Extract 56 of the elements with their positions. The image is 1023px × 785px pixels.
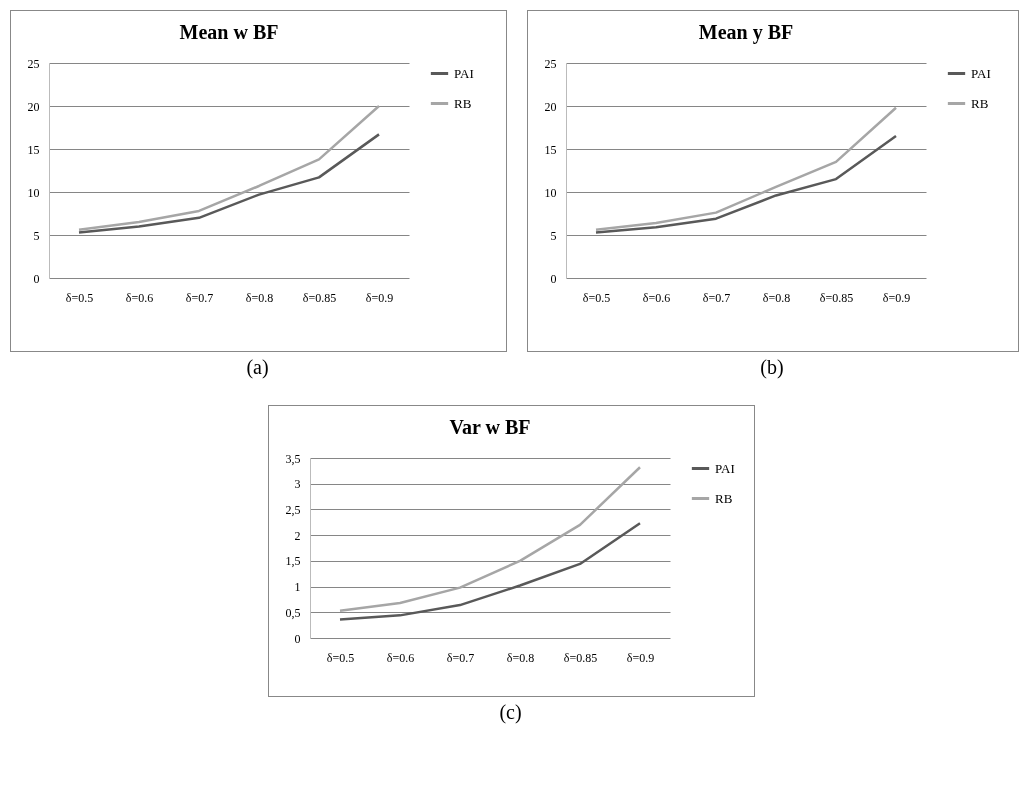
x-tick-label: δ=0.5	[326, 650, 355, 665]
y-tick-label: 5	[33, 228, 40, 243]
x-tick-label: δ=0.8	[506, 650, 535, 665]
x-tick-label: δ=0.8	[245, 290, 274, 305]
y-tick-label: 0,5	[285, 605, 301, 620]
y-tick-label: 25	[544, 56, 557, 71]
text: (b)	[759, 356, 785, 379]
legend-label: RB	[715, 490, 733, 506]
y-tick-label: 0	[33, 271, 40, 286]
x-tick-label: δ=0.6	[642, 290, 671, 305]
y-tick-label: 15	[544, 142, 557, 157]
y-tick-label: 20	[544, 99, 557, 114]
y-tick-label: 1,5	[285, 554, 301, 569]
y-tick-label: 0	[294, 631, 301, 646]
y-tick-label: 2,5	[285, 502, 301, 517]
x-tick-label: δ=0.9	[626, 650, 655, 665]
x-tick-label: δ=0.85	[819, 290, 854, 305]
y-tick-label: 25	[27, 56, 40, 71]
line-series	[338, 522, 642, 621]
text: (c)	[498, 701, 523, 724]
y-tick-label: 5	[550, 228, 557, 243]
text: (a)	[245, 356, 270, 379]
y-tick-label: 1	[294, 580, 301, 595]
line-series	[77, 133, 381, 234]
line-series	[338, 466, 642, 612]
y-tick-label: 15	[27, 142, 40, 157]
x-tick-label: δ=0.6	[125, 290, 154, 305]
chart-title: Var w BF	[449, 416, 531, 438]
line-series	[77, 104, 381, 232]
y-tick-label: 20	[27, 99, 40, 114]
legend-label: RB	[454, 95, 472, 111]
x-tick-label: δ=0.9	[882, 290, 911, 305]
y-tick-label: 3	[294, 477, 301, 492]
x-tick-label: δ=0.8	[762, 290, 791, 305]
x-tick-label: δ=0.6	[386, 650, 415, 665]
legend-label: RB	[971, 95, 989, 111]
x-tick-label: δ=0.85	[302, 290, 337, 305]
x-tick-label: δ=0.5	[582, 290, 611, 305]
y-tick-label: 10	[544, 185, 557, 200]
legend-label: PAI	[971, 65, 991, 81]
x-tick-label: δ=0.9	[365, 290, 394, 305]
legend-label: PAI	[454, 65, 474, 81]
y-tick-label: 2	[294, 528, 301, 543]
y-tick-label: 0	[550, 271, 557, 286]
chart-title: Mean y BF	[698, 21, 794, 44]
x-tick-label: δ=0.85	[563, 650, 598, 665]
line-series	[594, 106, 898, 232]
x-tick-label: δ=0.7	[702, 290, 731, 305]
y-tick-label: 3,5	[285, 451, 301, 466]
legend-label: PAI	[715, 460, 735, 476]
chart-title: Mean w BF	[179, 21, 279, 43]
line-series	[594, 134, 898, 234]
x-tick-label: δ=0.5	[65, 290, 94, 305]
y-tick-label: 10	[27, 185, 40, 200]
x-tick-label: δ=0.7	[185, 290, 214, 305]
x-tick-label: δ=0.7	[446, 650, 475, 665]
